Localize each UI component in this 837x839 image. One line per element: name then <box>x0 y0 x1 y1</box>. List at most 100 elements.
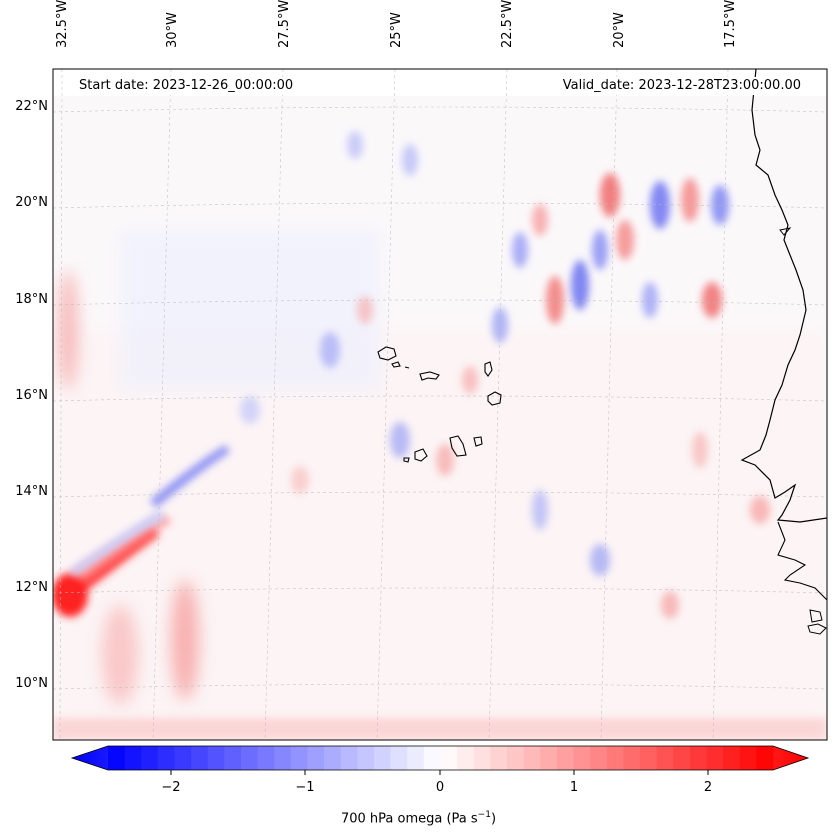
colorbar-step <box>540 746 558 770</box>
colorbar-step <box>224 746 242 770</box>
island-fogo <box>414 448 428 462</box>
island-boa-vista <box>487 391 502 406</box>
colorbar-step <box>108 746 126 770</box>
colorbar-step <box>706 746 724 770</box>
colorbar-step <box>723 746 741 770</box>
colorbar-step <box>440 746 458 770</box>
colorbar-label-exponent: −1 <box>477 810 491 820</box>
start-date-label: Start date: 2023-12-26_00:00:00 <box>73 77 300 95</box>
map-frame <box>52 68 828 741</box>
omega-feature-sw-pink <box>58 270 199 705</box>
lon-label: 32.5°W <box>55 0 70 48</box>
graticule-meridian <box>600 68 618 741</box>
colorbar-step <box>274 746 292 770</box>
colorbar-step <box>141 746 159 770</box>
graticule-meridian <box>488 68 508 741</box>
island-brava <box>403 457 410 463</box>
graticule-parallel <box>52 395 828 402</box>
colorbar-step <box>124 746 142 770</box>
graticule-parallel <box>52 106 828 113</box>
graticule-parallel <box>52 587 828 594</box>
colorbar-label: 700 hPa omega (Pa s−1) <box>0 806 837 828</box>
colorbar-tick-label: −1 <box>295 780 315 795</box>
colorbar-step <box>241 746 259 770</box>
omega-feature-red-jet <box>53 515 172 617</box>
colorbar-step <box>324 746 342 770</box>
graticule-meridian <box>152 68 172 741</box>
colorbar-step <box>473 746 491 770</box>
lat-label: 12°N <box>15 580 48 595</box>
island-sal <box>484 361 493 377</box>
island-santo-antao <box>377 346 397 361</box>
colorbar-step <box>390 746 408 770</box>
colorbar-step <box>340 746 358 770</box>
valid-date-label: Valid_date: 2023-12-28T23:00:00.00 <box>556 77 807 95</box>
colorbar-step <box>257 746 275 770</box>
colorbar-step <box>673 746 691 770</box>
graticule-parallel <box>52 491 828 498</box>
island-sao-nicolau <box>419 371 440 381</box>
colorbar-step <box>307 746 325 770</box>
colorbar-step <box>457 746 475 770</box>
graticule <box>52 68 828 741</box>
colorbar-step <box>556 746 574 770</box>
omega-field <box>53 69 827 740</box>
colorbar-step <box>507 746 525 770</box>
colorbar-step <box>374 746 392 770</box>
graticule-meridian <box>712 68 729 741</box>
colorbar-step <box>640 746 658 770</box>
graticule-meridian <box>264 68 284 741</box>
graticule-parallel <box>52 683 828 690</box>
graticule-meridian <box>59 68 63 741</box>
colorbar-step <box>423 746 441 770</box>
omega-feature-blue-band <box>70 445 230 576</box>
colorbar-step <box>157 746 175 770</box>
colorbar-step <box>191 746 209 770</box>
colorbar-label-close: ) <box>490 811 497 827</box>
lon-label: 17.5°W <box>723 0 738 48</box>
colorbar-label-text: 700 hPa omega (Pa s <box>340 811 478 827</box>
colorbar-step <box>407 746 425 770</box>
lon-label: 20°W <box>612 12 627 48</box>
island-maio <box>473 436 483 447</box>
lon-label: 27.5°W <box>277 0 292 48</box>
graticule-parallel <box>52 202 828 209</box>
colorbar-step <box>290 746 308 770</box>
colorbar <box>70 745 810 775</box>
cape-verde-islands <box>377 346 502 463</box>
colorbar-step <box>174 746 192 770</box>
colorbar-step <box>656 746 674 770</box>
graticule-meridian <box>376 68 396 741</box>
colorbar-step <box>523 746 541 770</box>
graticule-parallel <box>52 299 828 306</box>
colorbar-step <box>573 746 591 770</box>
island-sao-vicente <box>391 361 401 368</box>
coastline-africa <box>740 68 828 523</box>
coastline-guinea-bissau <box>777 521 828 601</box>
lat-label: 22°N <box>15 99 48 114</box>
colorbar-step <box>689 746 707 770</box>
colorbar-outline <box>70 745 810 771</box>
colorbar-step <box>590 746 608 770</box>
colorbar-tick-label: −2 <box>161 780 181 795</box>
lat-label: 16°N <box>15 388 48 403</box>
colorbar-tick-label: 1 <box>569 780 579 795</box>
colorbar-step <box>606 746 624 770</box>
lon-label: 25°W <box>389 12 404 48</box>
colorbar-tick-label: 0 <box>435 780 445 795</box>
colorbar-step <box>490 746 508 770</box>
lat-label: 20°N <box>15 195 48 210</box>
omega-feature-ne-waves <box>492 173 729 343</box>
coastline-bijagos <box>807 609 827 635</box>
island-santiago <box>449 435 467 457</box>
colorbar-steps <box>108 746 774 770</box>
colorbar-step <box>357 746 375 770</box>
colorbar-step <box>756 746 774 770</box>
colorbar-tick-label: 2 <box>703 780 713 795</box>
colorbar-step <box>207 746 225 770</box>
lon-label: 22.5°W <box>500 0 515 48</box>
lat-label: 14°N <box>15 484 48 499</box>
island-santa-luzia <box>404 366 410 369</box>
coastline-islet <box>779 227 792 236</box>
